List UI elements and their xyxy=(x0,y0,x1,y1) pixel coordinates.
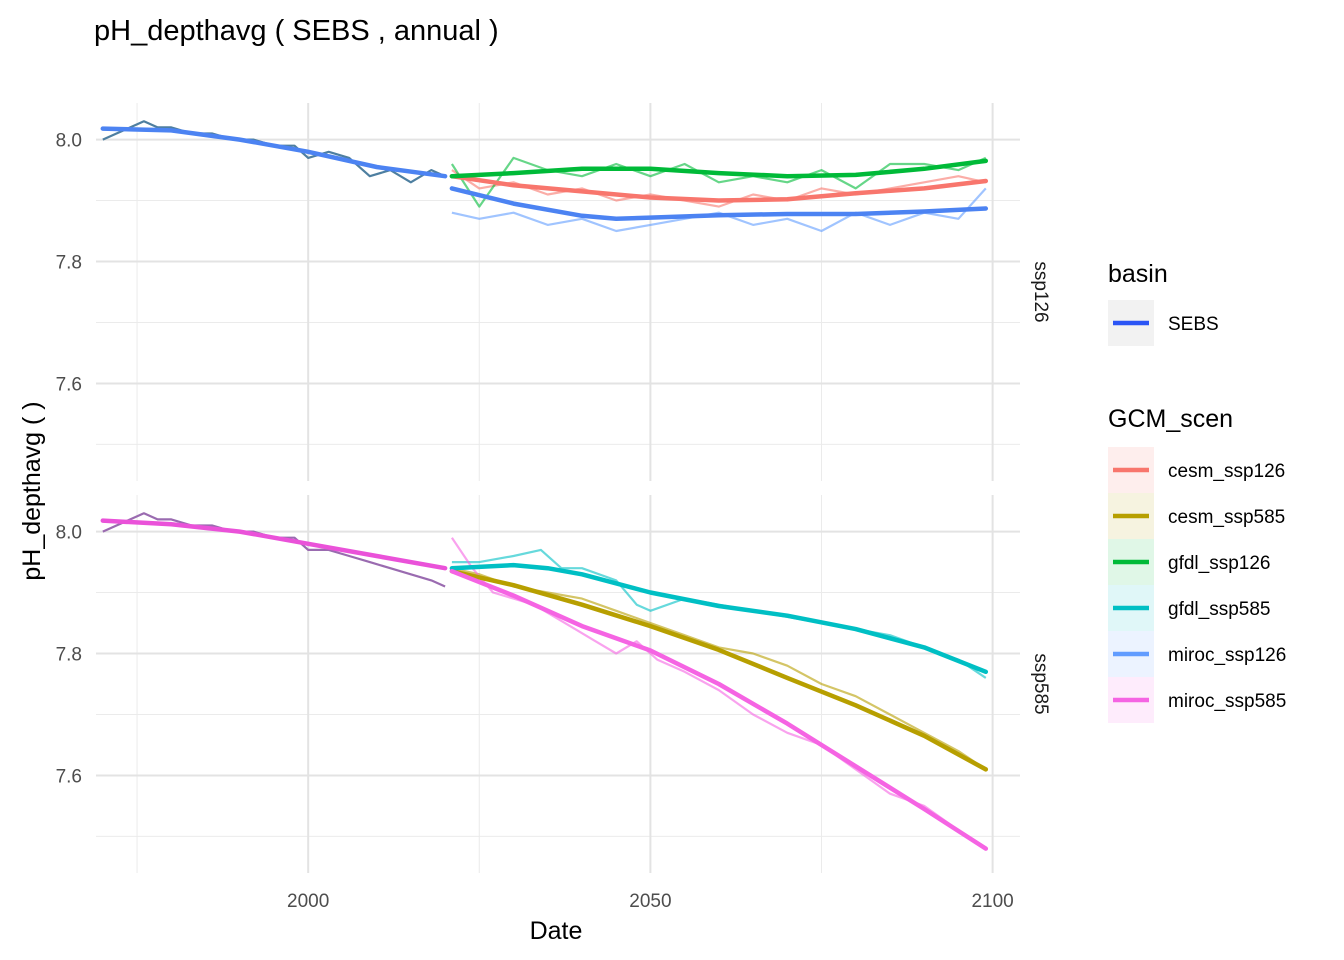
facet-strip-label: ssp585 xyxy=(1030,653,1051,714)
y-tick-label: 7.8 xyxy=(56,645,82,666)
y-tick-label: 8.0 xyxy=(56,523,82,544)
legend-title-basin: basin xyxy=(1108,260,1168,288)
series-smooth-gfdl_ssp585 xyxy=(449,562,989,675)
series-raw-miroc_ssp126 xyxy=(451,187,987,233)
legend-label: gfdl_ssp126 xyxy=(1168,553,1270,574)
facet-panel-ssp126: 7.6 7.8 8.0 ssp126 xyxy=(56,103,1051,481)
facet-panels: 7.6 7.8 8.0 ssp126 7.6 7.8 8.0 ssp585 2000 2050 21… xyxy=(56,103,1051,912)
y-tick-label: 7.6 xyxy=(56,374,82,395)
x-axis-label: Date xyxy=(530,917,583,945)
series-raw-miroc_ssp585 xyxy=(450,537,987,850)
chart-title: pH_depthavg ( SEBS , annual ) xyxy=(94,15,499,47)
legend-label: miroc_ssp126 xyxy=(1168,645,1286,666)
y-tick-label: 7.6 xyxy=(56,766,82,787)
legend-label: cesm_ssp585 xyxy=(1168,507,1285,528)
series-smooth-miroc_ssp126 xyxy=(449,186,989,222)
historical-smooth-line xyxy=(100,126,448,179)
series-smooth-gfdl_ssp126 xyxy=(449,158,989,179)
legend-title-gcm: GCM_scen xyxy=(1108,405,1233,433)
series-raw-cesm_ssp585 xyxy=(451,567,987,771)
historical-smooth-line xyxy=(100,518,448,571)
y-tick-label: 8.0 xyxy=(56,131,82,152)
legend: basin SEBS GCM_scen cesm_ssp126 cesm_ssp585g… xyxy=(1108,260,1286,723)
legend-label: cesm_ssp126 xyxy=(1168,461,1285,482)
series-smooth-cesm_ssp126 xyxy=(449,173,989,203)
legend-label: miroc_ssp585 xyxy=(1168,691,1286,712)
facet-panel-ssp585: 7.6 7.8 8.0 ssp585 xyxy=(56,495,1051,873)
facet-strip-label: ssp126 xyxy=(1030,261,1051,322)
y-tick-label: 7.8 xyxy=(56,253,82,274)
series-raw-cesm_ssp126 xyxy=(451,169,987,208)
series-smooth-miroc_ssp585 xyxy=(449,568,989,851)
series-raw-gfdl_ssp126 xyxy=(450,156,987,208)
legend-label: gfdl_ssp585 xyxy=(1168,599,1270,620)
series-smooth-cesm_ssp585 xyxy=(449,568,989,772)
legend-label: SEBS xyxy=(1168,314,1219,335)
x-tick-label: 2050 xyxy=(629,891,671,912)
x-tick-label: 2100 xyxy=(971,891,1013,912)
x-tick-label: 2000 xyxy=(287,891,329,912)
series-raw-gfdl_ssp585 xyxy=(451,548,987,679)
y-axis-label: pH_depthavg ( ) xyxy=(18,401,46,580)
